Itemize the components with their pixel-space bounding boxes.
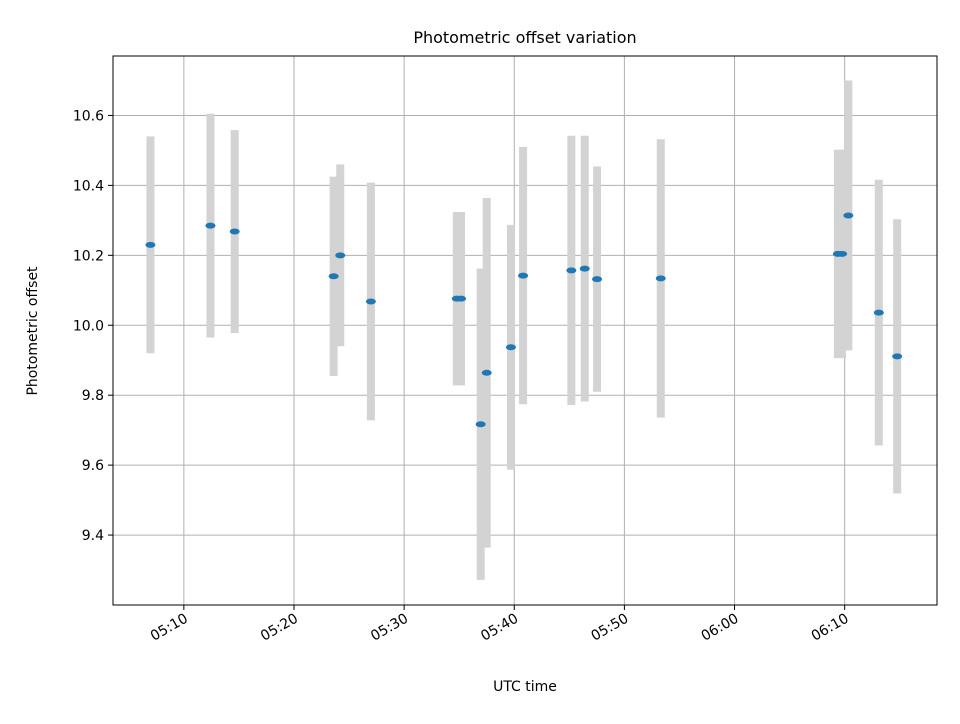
y-tick-label: 10.0 xyxy=(73,318,104,334)
data-point xyxy=(481,369,492,376)
data-point xyxy=(518,272,529,279)
data-point xyxy=(873,309,884,316)
data-point xyxy=(475,421,486,428)
data-point xyxy=(456,295,467,302)
y-tick-label: 9.4 xyxy=(82,528,104,544)
data-point xyxy=(328,273,339,280)
y-ticks: 9.4 9.6 9.8 10.0 10.2 10.4 10.6 xyxy=(73,108,113,544)
y-tick-label: 10.2 xyxy=(73,248,104,264)
y-tick-label: 10.4 xyxy=(73,178,104,194)
markers xyxy=(145,212,903,428)
data-point xyxy=(145,241,156,248)
y-tick-label: 9.6 xyxy=(82,458,104,474)
data-point xyxy=(335,252,346,259)
data-point xyxy=(365,298,376,305)
chart-title: Photometric offset variation xyxy=(413,28,636,47)
data-point xyxy=(843,212,854,219)
x-axis-label: UTC time xyxy=(493,679,557,695)
data-point xyxy=(205,222,216,229)
data-point xyxy=(592,276,603,283)
y-tick-label: 10.6 xyxy=(73,108,104,124)
data-point xyxy=(505,344,516,351)
y-axis-label: Photometric offset xyxy=(25,266,41,396)
axes-frame xyxy=(112,55,938,606)
data-point xyxy=(229,228,240,235)
y-tick-label: 9.8 xyxy=(82,388,104,404)
data-point xyxy=(655,275,666,282)
data-point xyxy=(837,250,848,257)
data-point xyxy=(579,265,590,272)
data-point xyxy=(892,353,903,360)
data-point xyxy=(566,267,577,274)
